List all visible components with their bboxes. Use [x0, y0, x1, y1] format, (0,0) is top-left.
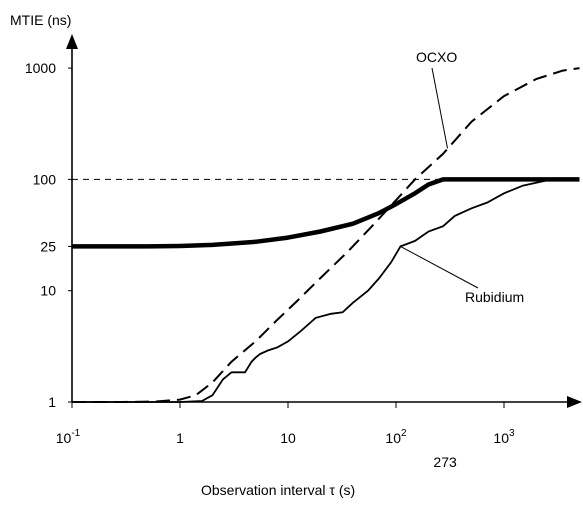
x-axis-label: Observation interval τ (s)	[201, 482, 355, 498]
x-axis-arrow	[567, 396, 582, 408]
ocxo-label: OCXO	[416, 49, 457, 65]
x-tick-labels: 10-1 1 10 102 103 273	[56, 402, 515, 470]
ocxo-curve	[72, 67, 580, 403]
x-tick-label: 10	[280, 430, 296, 446]
y-tick-label: 1	[48, 394, 56, 410]
y-axis-label: MTIE (ns)	[10, 12, 71, 28]
ocxo-leader-line	[431, 67, 449, 149]
x-tick-label: 102	[385, 428, 407, 446]
y-tick-labels: 1 10 25 100 1000	[25, 60, 72, 410]
y-tick-label: 25	[40, 238, 56, 254]
mask-curve	[72, 177, 580, 249]
rubidium-curve	[72, 178, 580, 403]
rubidium-leader-line	[400, 245, 479, 289]
x-tick-label: 103	[493, 428, 515, 446]
x-tick-label: 1	[176, 430, 184, 446]
rubidium-label: Rubidium	[465, 289, 524, 305]
y-tick-label: 10	[40, 283, 56, 299]
x-tick-label: 10-1	[56, 428, 81, 446]
y-axis-arrow	[66, 34, 78, 49]
x-extra-tick-label: 273	[433, 454, 457, 470]
y-tick-label: 1000	[25, 60, 56, 76]
y-tick-label: 100	[33, 171, 57, 187]
